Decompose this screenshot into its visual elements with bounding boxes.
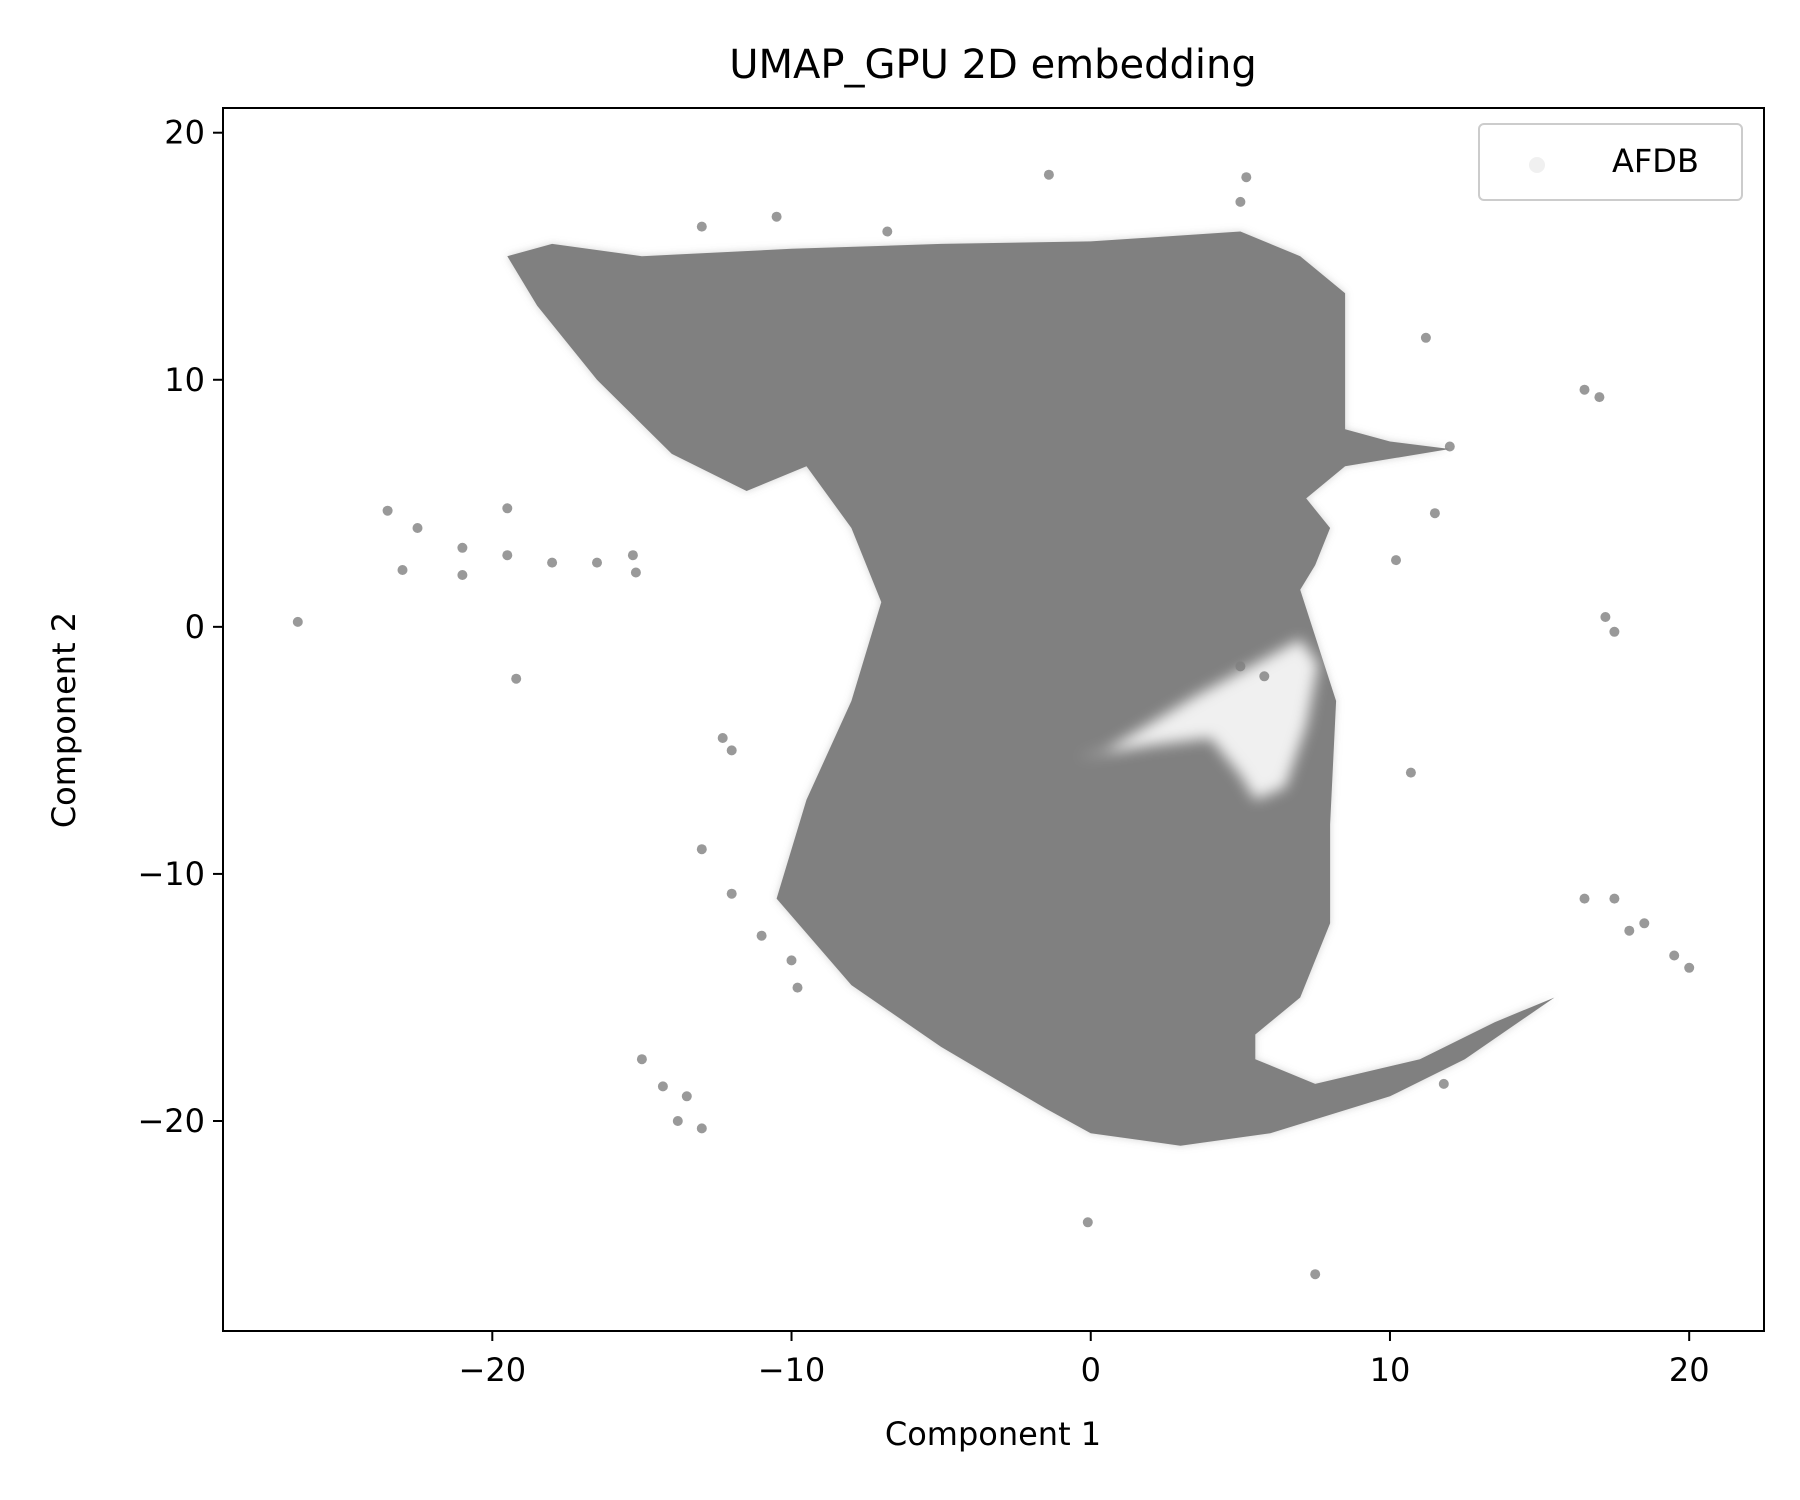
scatter-point [657,1081,668,1092]
scatter-point [412,523,423,533]
scatter-point [1241,172,1252,183]
scatter-point [681,1091,692,1102]
scatter-point [696,221,707,232]
x-tick-label: −10 [758,1351,826,1389]
x-tick-label: 0 [1081,1351,1101,1389]
scatter-point [1594,392,1605,403]
scatter-point [1609,626,1620,637]
scatter-point [457,542,468,553]
y-axis-label: Component 2 [45,612,83,828]
scatter-point [1429,508,1440,519]
x-tick-label: 10 [1370,1351,1411,1389]
scatter-point [1259,671,1270,682]
scatter-point [1310,1269,1321,1280]
scatter-point [1639,918,1650,929]
legend: AFDB [1478,123,1743,201]
y-tick-label: 20 [164,114,205,152]
scatter-point [717,733,728,743]
legend-box [1478,123,1743,201]
scatter-point [756,930,767,941]
scatter-point [1579,893,1590,904]
scatter-point [726,745,737,756]
scatter-point [292,616,303,627]
scatter-point [696,844,707,855]
y-tick-label: 10 [164,361,205,399]
y-axis: −20 −10 0 10 20 [137,114,223,1140]
scatter-point [1444,441,1455,452]
legend-marker [1529,157,1545,173]
scatter-point [1043,169,1054,180]
scatter-point [1609,893,1620,904]
scatter-point [502,550,513,561]
scatter-point [1391,555,1401,566]
scatter-point [726,888,737,899]
legend-label: AFDB [1612,142,1699,180]
y-tick-label: −20 [137,1102,205,1140]
scatter-point [547,557,558,568]
scatter-point [636,1054,647,1065]
scatter-point [1669,950,1680,961]
scatter-point [1624,925,1635,936]
scatter-point [1235,661,1246,672]
scatter-point [1235,196,1246,207]
scatter-point [457,570,468,580]
scatter-point [592,557,602,568]
scatter-point [1420,332,1431,343]
scatter-point [1082,1217,1093,1228]
scatter-point [630,567,641,578]
main-cluster [507,231,1555,1146]
cluster-cavity [1075,639,1319,800]
x-axis-label: Component 1 [885,1415,1101,1453]
scatter-point [502,503,513,514]
scatter-point [382,505,393,516]
x-tick-label: −20 [459,1351,527,1389]
y-tick-label: −10 [137,855,205,893]
scatter-point [786,955,797,966]
scatter-points [292,169,1695,1280]
scatter-point [1438,1078,1449,1089]
scatter-point [882,226,893,237]
scatter-point [771,211,782,222]
scatter-point [672,1116,683,1126]
scatter-point [696,1123,707,1134]
scatter-point [397,565,408,575]
x-axis: −20 −10 0 10 20 [459,1331,1710,1389]
x-tick-label: 20 [1669,1351,1710,1389]
plot-frame [222,107,1765,1332]
scatter-point [792,982,803,993]
scatter-point [511,673,522,684]
scatter-point [1600,612,1611,622]
scatter-point [1684,962,1695,973]
scatter-point [1405,767,1416,778]
y-tick-label: 0 [185,608,205,646]
chart-title: UMAP_GPU 2D embedding [729,42,1257,88]
scatter-point [1579,384,1590,395]
scatter-point [627,550,638,561]
